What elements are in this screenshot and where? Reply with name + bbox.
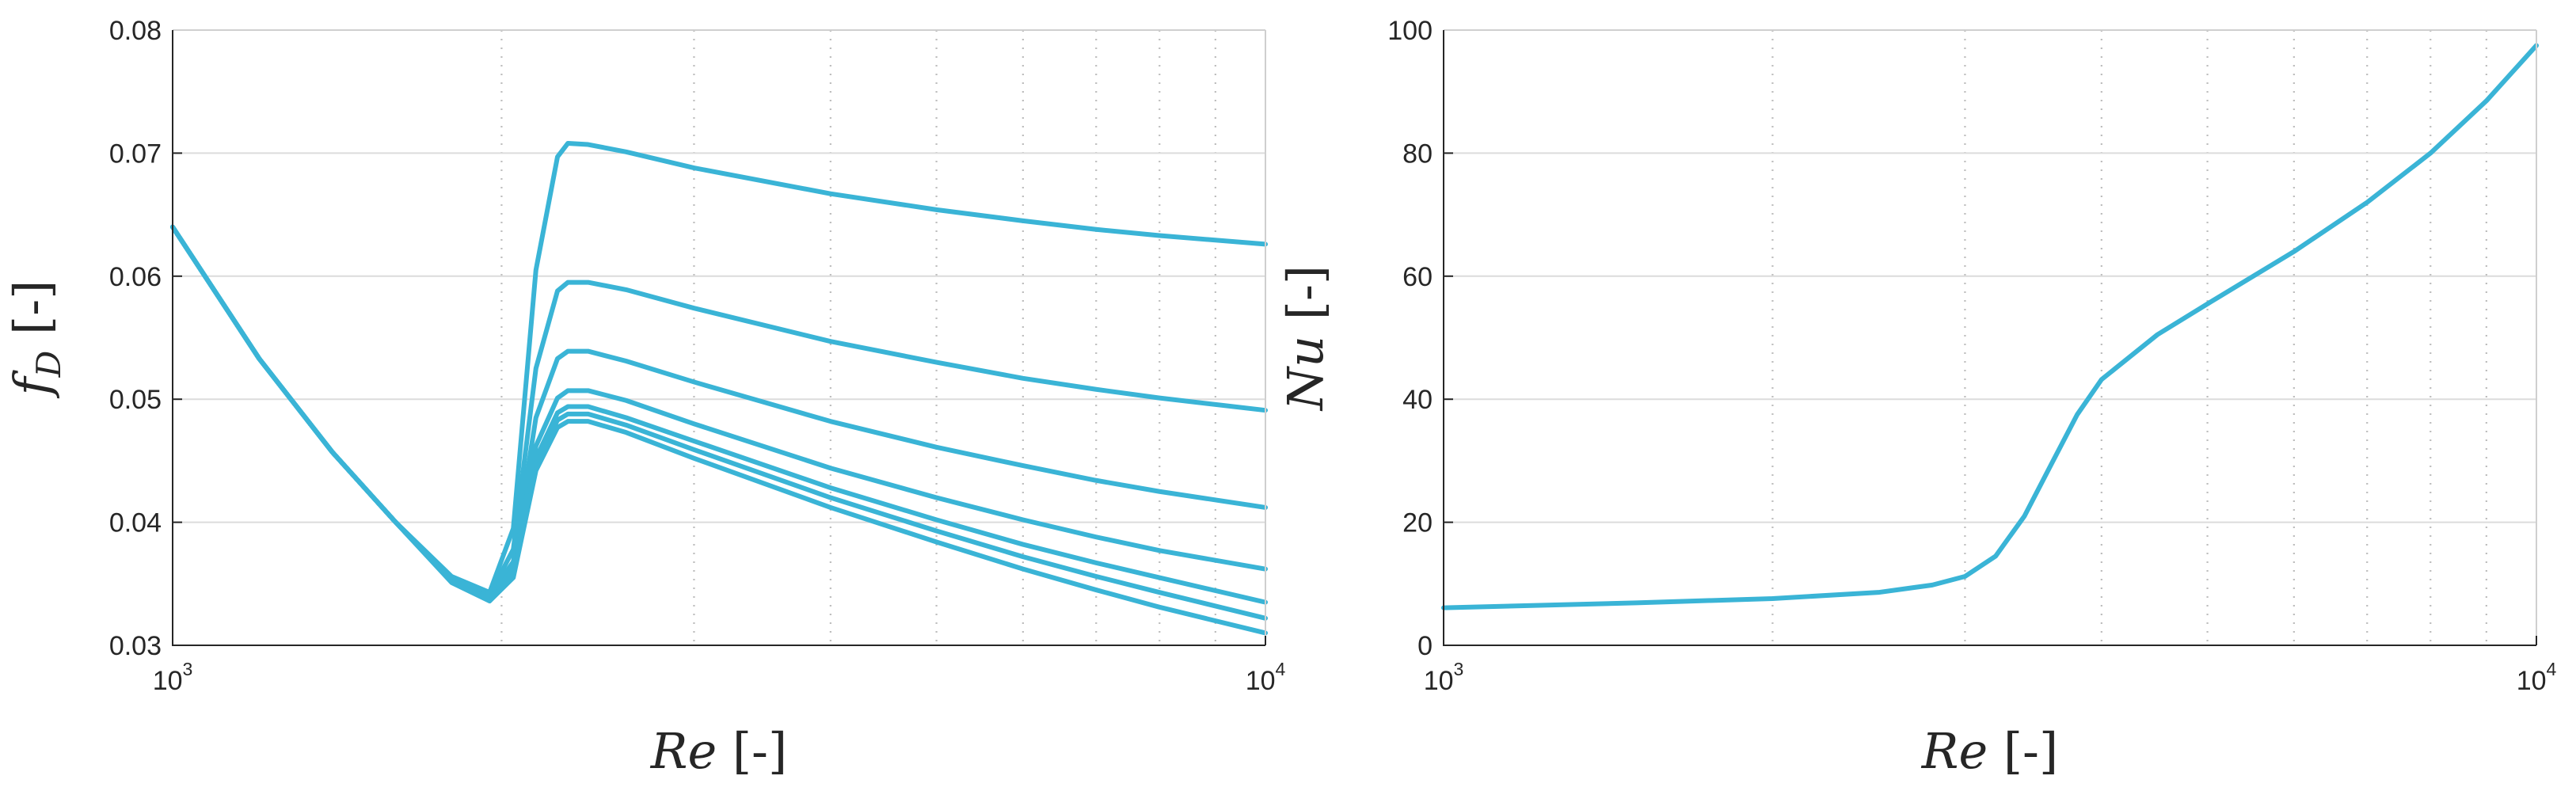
x-axis-label: Re [-] (1921, 722, 2058, 780)
series-line-1 (170, 140, 1268, 595)
y-axis-label: fD [-] (3, 280, 68, 399)
y-tick-label: 0.07 (109, 139, 162, 169)
y-tick-label: 0.05 (109, 385, 162, 415)
axes-frame (172, 30, 1265, 646)
series-line-4 (170, 224, 1268, 600)
friction-factor-chart: 0.03 0.04 0.05 0.06 0.07 0.08 103 104 Re [-] fD [… (3, 16, 1286, 780)
x-tick-label: 104 (1246, 659, 1286, 696)
series-line-5 (170, 224, 1268, 605)
y-tick-label: 0 (1417, 631, 1433, 661)
y-tick-label: 80 (1402, 139, 1433, 169)
y-axis-label: Nu [-] (1277, 265, 1334, 412)
axes-frame (1443, 30, 2536, 646)
y-tick-label: 0.04 (109, 508, 162, 538)
series-line-1 (1441, 43, 2539, 610)
x-tick-label: 103 (153, 659, 193, 696)
y-tick-label: 40 (1402, 385, 1433, 415)
series-line-3 (170, 224, 1268, 599)
x-tick-label: 103 (1424, 659, 1464, 696)
x-axis-label: Re [-] (650, 722, 787, 780)
x-tick-label: 104 (2517, 659, 2557, 696)
y-tick-label: 0.03 (109, 631, 162, 661)
y-tick-label: 0.08 (109, 16, 162, 46)
y-tick-label: 0.06 (109, 262, 162, 292)
y-tick-label: 100 (1387, 16, 1433, 46)
y-tick-label: 20 (1402, 508, 1433, 538)
series-line-7 (170, 224, 1268, 636)
series-line-6 (170, 224, 1268, 621)
nusselt-number-chart: 0 20 40 60 80 100 103 104 Re [-] Nu [-] (1277, 16, 2557, 780)
y-tick-label: 60 (1402, 262, 1433, 292)
